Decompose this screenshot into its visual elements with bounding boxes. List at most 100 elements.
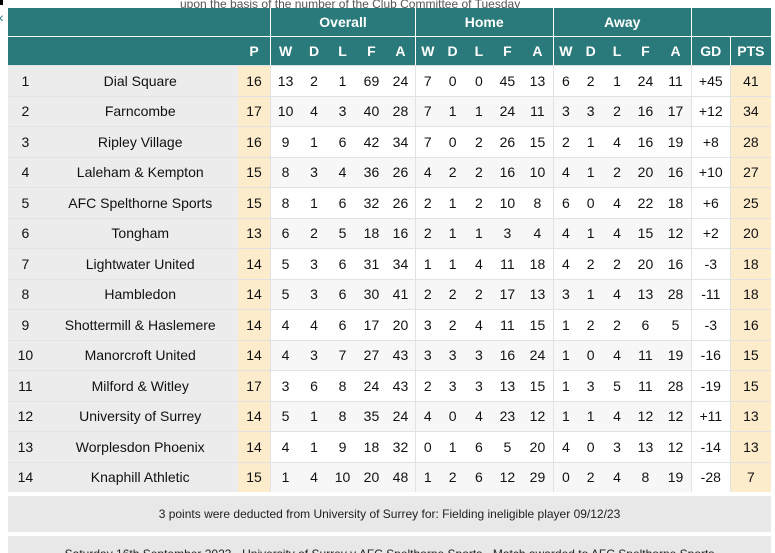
column-header-pos (8, 36, 43, 65)
team-name-cell[interactable]: University of Surrey (42, 400, 238, 431)
overall-against-cell: 20 (386, 309, 415, 340)
home-against-cell: 20 (522, 431, 553, 462)
home-for-cell: 16 (492, 339, 523, 370)
home-lost-cell: 1 (465, 217, 493, 248)
away-against-cell: 16 (660, 156, 691, 187)
team-name-cell[interactable]: Farncombe (42, 95, 238, 126)
league-table: Overall Home Away P W D L F A W D L F A … (8, 8, 771, 553)
points-deduction-note: 3 points were deducted from University o… (8, 492, 771, 532)
home-drawn-cell: 2 (439, 156, 466, 187)
column-header-away-w[interactable]: W (552, 36, 579, 65)
team-name-cell[interactable]: Knaphill Athletic (42, 461, 238, 492)
overall-drawn-cell: 4 (299, 95, 329, 126)
goal-difference-cell: -16 (690, 339, 730, 370)
home-lost-cell: 4 (465, 309, 493, 340)
column-header-pts[interactable]: PTS (729, 36, 771, 65)
position-cell: 4 (8, 156, 43, 187)
points-cell: 15 (729, 339, 771, 370)
away-won-cell: 6 (552, 187, 579, 218)
position-cell: 9 (8, 309, 43, 340)
home-won-cell: 2 (414, 187, 440, 218)
played-cell: 14 (237, 309, 271, 340)
position-cell: 14 (8, 461, 43, 492)
column-header-away-f[interactable]: F (630, 36, 661, 65)
goal-difference-cell: -3 (690, 309, 730, 340)
away-drawn-cell: 1 (578, 278, 604, 309)
home-won-cell: 7 (414, 65, 440, 96)
away-for-cell: 16 (630, 126, 661, 157)
away-against-cell: 12 (660, 400, 691, 431)
overall-against-cell: 24 (386, 400, 415, 431)
team-name-cell[interactable]: Worplesdon Phoenix (42, 431, 238, 462)
column-header-overall-w[interactable]: W (270, 36, 300, 65)
away-lost-cell: 2 (603, 95, 631, 126)
group-header-blank-right (690, 8, 771, 36)
overall-against-cell: 26 (386, 156, 415, 187)
column-header-home-a[interactable]: A (522, 36, 553, 65)
column-header-away-d[interactable]: D (578, 36, 604, 65)
goal-difference-cell: +8 (690, 126, 730, 157)
home-drawn-cell: 1 (439, 95, 466, 126)
away-for-cell: 20 (630, 156, 661, 187)
overall-lost-cell: 6 (328, 248, 357, 279)
column-header-home-d[interactable]: D (439, 36, 466, 65)
away-against-cell: 19 (660, 126, 691, 157)
played-cell: 16 (237, 126, 271, 157)
team-name-cell[interactable]: Laleham & Kempton (42, 156, 238, 187)
overall-against-cell: 34 (386, 126, 415, 157)
column-header-played[interactable]: P (237, 36, 271, 65)
team-name-cell[interactable]: Milford & Witley (42, 370, 238, 401)
overall-against-cell: 48 (386, 461, 415, 492)
column-header-away-l[interactable]: L (603, 36, 631, 65)
points-cell: 27 (729, 156, 771, 187)
overall-against-cell: 16 (386, 217, 415, 248)
away-won-cell: 3 (552, 95, 579, 126)
column-header-home-w[interactable]: W (414, 36, 440, 65)
away-drawn-cell: 1 (578, 400, 604, 431)
table-row: 9 Shottermill & Haslemere 14 4 4 6 17 20 3 2 4 11 15… (8, 309, 771, 340)
column-header-overall-d[interactable]: D (299, 36, 329, 65)
home-drawn-cell: 1 (439, 248, 466, 279)
away-for-cell: 8 (630, 461, 661, 492)
home-won-cell: 3 (414, 309, 440, 340)
away-lost-cell: 2 (603, 156, 631, 187)
team-name-cell[interactable]: Ripley Village (42, 126, 238, 157)
overall-won-cell: 13 (270, 65, 300, 96)
column-header-overall-l[interactable]: L (328, 36, 357, 65)
position-cell: 6 (8, 217, 43, 248)
played-cell: 17 (237, 95, 271, 126)
home-against-cell: 10 (522, 156, 553, 187)
team-name-cell[interactable]: Dial Square (42, 65, 238, 96)
overall-drawn-cell: 4 (299, 461, 329, 492)
column-header-home-f[interactable]: F (492, 36, 523, 65)
column-header-overall-f[interactable]: F (356, 36, 387, 65)
column-header-away-a[interactable]: A (660, 36, 691, 65)
team-name-cell[interactable]: Lightwater United (42, 248, 238, 279)
column-header-gd[interactable]: GD (690, 36, 730, 65)
note-row: Saturday 16th September 2023 - Universit… (8, 532, 771, 553)
chevron-left-icon[interactable]: ‹ (0, 10, 4, 24)
column-header-home-l[interactable]: L (465, 36, 493, 65)
goal-difference-cell: +10 (690, 156, 730, 187)
overall-lost-cell: 6 (328, 309, 357, 340)
away-drawn-cell: 0 (578, 431, 604, 462)
team-name-cell[interactable]: Tongham (42, 217, 238, 248)
home-for-cell: 23 (492, 400, 523, 431)
away-against-cell: 12 (660, 217, 691, 248)
overall-against-cell: 24 (386, 65, 415, 96)
team-name-cell[interactable]: Manorcroft United (42, 339, 238, 370)
away-lost-cell: 4 (603, 400, 631, 431)
overall-won-cell: 3 (270, 370, 300, 401)
column-header-overall-a[interactable]: A (386, 36, 415, 65)
overall-lost-cell: 3 (328, 95, 357, 126)
overall-lost-cell: 9 (328, 431, 357, 462)
away-against-cell: 5 (660, 309, 691, 340)
team-name-cell[interactable]: Hambledon (42, 278, 238, 309)
played-cell: 13 (237, 217, 271, 248)
team-name-cell[interactable]: Shottermill & Haslemere (42, 309, 238, 340)
table-row: 12 University of Surrey 14 5 1 8 35 24 4 0 4 23 12 1 1… (8, 400, 771, 431)
away-for-cell: 16 (630, 95, 661, 126)
team-name-cell[interactable]: AFC Spelthorne Sports (42, 187, 238, 218)
group-header-home: Home (414, 8, 553, 36)
